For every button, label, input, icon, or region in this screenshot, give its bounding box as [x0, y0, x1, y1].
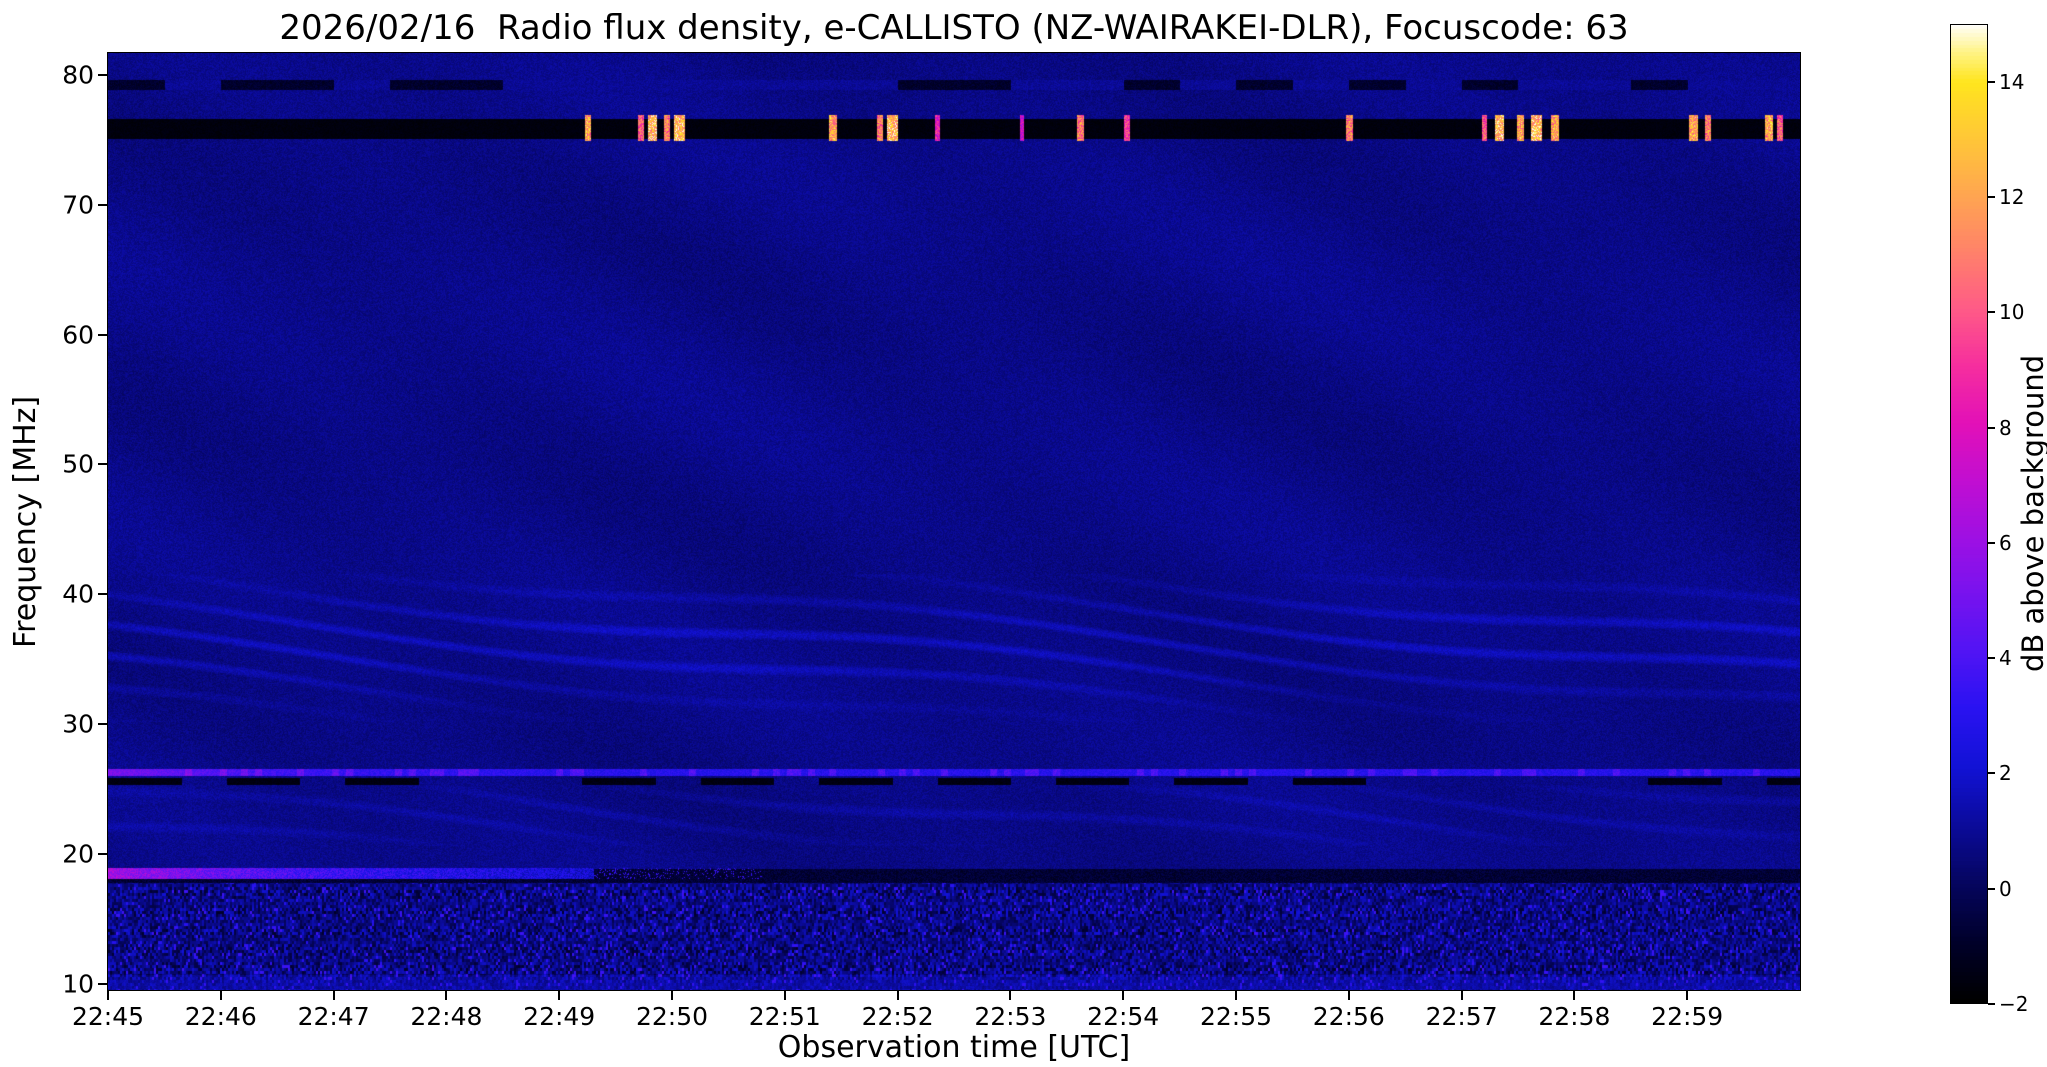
colorbar-tick-label: −2	[1999, 992, 2029, 1016]
colorbar-tick-mark	[1988, 426, 1995, 429]
x-tick-label: 22:50	[635, 1002, 709, 1031]
x-tick-label: 22:53	[974, 1002, 1047, 1031]
colorbar-tick-mark	[1988, 80, 1995, 83]
y-tick-label: 20	[62, 839, 94, 869]
spectrogram-plot	[108, 53, 1800, 990]
colorbar-tick-mark	[1988, 887, 1995, 890]
x-tick-mark	[219, 990, 222, 1000]
colorbar	[1950, 24, 1988, 1004]
y-tick-label: 10	[62, 969, 94, 998]
colorbar-tick-mark	[1988, 195, 1995, 198]
x-tick-label: 22:57	[1425, 1002, 1498, 1031]
colorbar-tick-label: 0	[1999, 876, 2012, 901]
colorbar-canvas	[1951, 25, 1987, 1003]
y-tick-mark	[98, 852, 108, 855]
x-tick-label: 22:51	[748, 1002, 821, 1031]
x-tick-mark	[1235, 990, 1237, 1000]
colorbar-tick-mark	[1988, 311, 1995, 314]
colorbar-tick-mark	[1988, 772, 1995, 775]
x-tick-mark	[1347, 990, 1350, 1000]
spectrogram-canvas	[108, 53, 1800, 990]
colorbar-tick-mark	[1988, 541, 1995, 544]
y-tick-label: 40	[62, 579, 94, 609]
colorbar-tick-mark	[1988, 657, 1995, 660]
colorbar-tick-label: 2	[1999, 761, 2012, 786]
x-tick-mark	[445, 990, 448, 1000]
x-tick-label: 22:49	[523, 1002, 596, 1031]
x-tick-label: 22:59	[1651, 1002, 1724, 1031]
y-tick-mark	[98, 463, 108, 466]
x-tick-mark	[1009, 990, 1012, 1000]
colorbar-label: dB above background	[2016, 354, 2047, 672]
x-tick-label: 22:46	[184, 1002, 257, 1031]
y-tick-mark	[98, 982, 108, 985]
y-tick-label: 60	[62, 320, 94, 350]
y-tick-mark	[98, 74, 108, 77]
x-tick-label: 22:56	[1312, 1002, 1385, 1031]
colorbar-tick-mark	[1988, 1003, 1995, 1005]
colorbar-tick-label: 4	[1999, 646, 2012, 671]
y-axis-label: Frequency [MHz]	[8, 395, 43, 648]
y-tick-mark	[98, 203, 108, 206]
y-tick-label: 80	[62, 60, 94, 90]
x-tick-mark	[1573, 990, 1576, 1000]
chart-title: 2026/02/16 Radio flux density, e-CALLIST…	[279, 8, 1629, 48]
colorbar-tick-label: 10	[1999, 300, 2025, 325]
x-tick-label: 22:58	[1538, 1002, 1611, 1031]
x-tick-label: 22:55	[1199, 1002, 1273, 1031]
x-tick-mark	[1686, 990, 1689, 1000]
x-tick-mark	[1122, 990, 1125, 1000]
x-tick-mark	[332, 990, 335, 1000]
x-tick-mark	[783, 990, 786, 1000]
colorbar-tick-label: 14	[1999, 69, 2025, 94]
x-tick-mark	[671, 990, 673, 1000]
x-tick-mark	[896, 990, 899, 1000]
y-tick-mark	[98, 722, 108, 725]
x-tick-label: 22:54	[1087, 1002, 1160, 1031]
x-tick-mark	[558, 990, 561, 1000]
y-tick-label: 30	[62, 709, 94, 739]
x-tick-mark	[107, 990, 109, 1000]
x-axis-label: Observation time [UTC]	[777, 1030, 1131, 1065]
y-tick-label: 50	[62, 449, 94, 479]
x-tick-label: 22:45	[71, 1002, 145, 1031]
colorbar-tick-label: 12	[1999, 184, 2025, 209]
colorbar-tick-label: 6	[1999, 530, 2012, 555]
x-tick-mark	[1460, 990, 1463, 1000]
y-tick-mark	[98, 333, 108, 336]
x-tick-label: 22:48	[410, 1002, 483, 1031]
y-tick-mark	[98, 593, 108, 596]
colorbar-tick-label: 8	[1999, 415, 2012, 440]
x-tick-label: 22:47	[297, 1002, 370, 1031]
y-tick-label: 70	[62, 190, 94, 220]
x-tick-label: 22:52	[861, 1002, 934, 1031]
